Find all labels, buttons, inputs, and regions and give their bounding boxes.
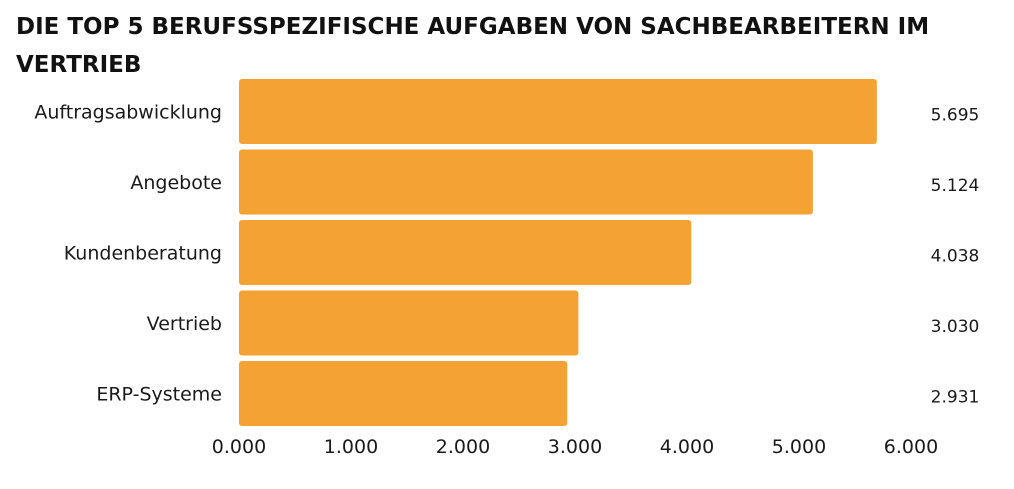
x-tick-label: 3.000	[548, 436, 602, 458]
bar-vertrieb	[239, 290, 579, 356]
bar-kundenberatung	[239, 220, 692, 285]
category-label-angebote: Angebote	[130, 172, 222, 194]
x-tick-label: 0.000	[212, 436, 266, 458]
x-tick-label: 5.000	[772, 436, 826, 458]
x-tick-label: 4.000	[660, 436, 714, 458]
value-labels: 5.695 5.124 4.038 3.030 2.931	[931, 106, 980, 408]
category-labels: Auftragsabwicklung Angebote Kundenberatung…	[34, 102, 222, 406]
bars-group	[239, 79, 877, 426]
x-tick-label: 6.000	[884, 436, 938, 458]
value-label-angebote: 5.124	[931, 176, 980, 196]
x-axis-tick-labels: 0.000 1.000 2.000 3.000 4.000 5.000 6.000	[212, 436, 938, 458]
bar-auftragsabwicklung	[239, 79, 877, 144]
value-label-kundenberatung: 4.038	[931, 247, 980, 267]
category-label-kundenberatung: Kundenberatung	[64, 243, 222, 265]
chart-title: DIE TOP 5 BERUFSSPEZIFISCHE AUFGABEN VON…	[16, 14, 930, 78]
x-tick-label: 2.000	[436, 436, 490, 458]
value-label-vertrieb: 3.030	[931, 317, 980, 337]
value-label-auftragsabwicklung: 5.695	[931, 106, 980, 126]
category-label-erp-systeme: ERP-Systeme	[96, 384, 222, 406]
category-label-vertrieb: Vertrieb	[147, 313, 222, 335]
bar-angebote	[239, 149, 813, 215]
value-label-erp-systeme: 2.931	[931, 388, 980, 408]
x-tick-label: 1.000	[324, 436, 378, 458]
bar-erp-systeme	[239, 361, 568, 426]
category-label-auftragsabwicklung: Auftragsabwicklung	[34, 102, 222, 124]
